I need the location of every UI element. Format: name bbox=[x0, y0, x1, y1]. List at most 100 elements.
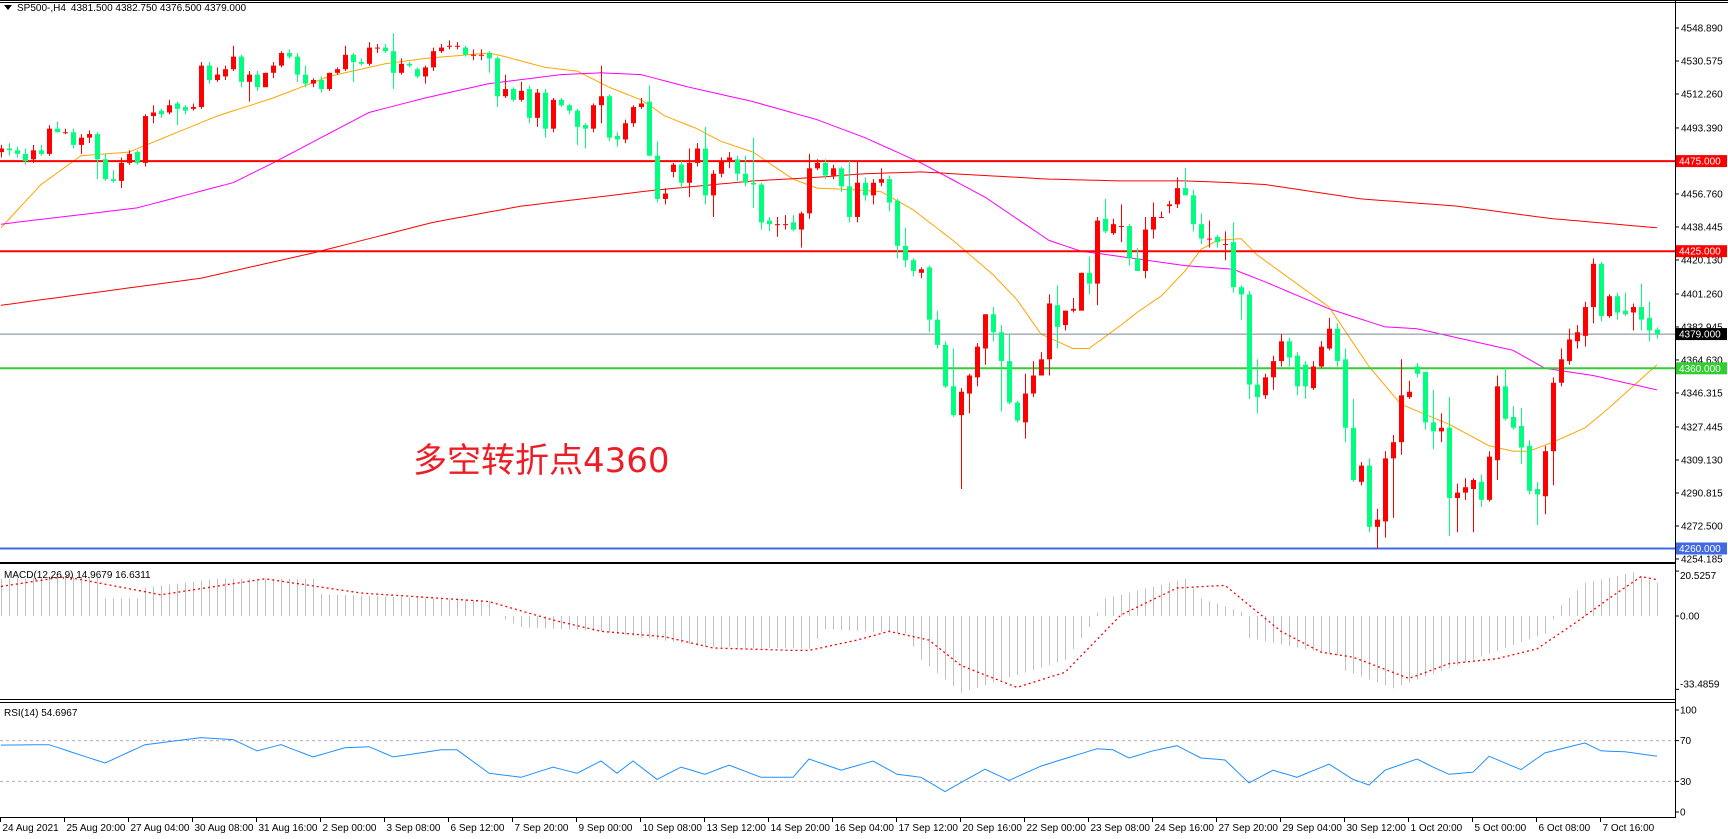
candle bbox=[583, 123, 588, 149]
candle-body bbox=[1615, 296, 1620, 313]
candle-body bbox=[967, 375, 972, 394]
candle-body bbox=[607, 96, 612, 138]
candle bbox=[295, 52, 300, 82]
candle bbox=[767, 216, 772, 232]
macd-axis-label: 0.00 bbox=[1680, 612, 1700, 623]
candle-body bbox=[655, 155, 660, 199]
pivot-annotation: 多空转折点4360 bbox=[413, 441, 670, 481]
candle bbox=[383, 43, 388, 53]
candle-body bbox=[319, 80, 324, 90]
candle bbox=[743, 155, 748, 187]
candle-body bbox=[703, 148, 708, 196]
candle bbox=[63, 128, 68, 135]
candle-body bbox=[1071, 308, 1076, 311]
candle bbox=[1199, 213, 1204, 244]
macd-axis-label: 20.5257 bbox=[1680, 571, 1717, 582]
candle-body bbox=[783, 224, 788, 226]
candle bbox=[839, 166, 844, 192]
candle bbox=[1127, 224, 1132, 266]
candle bbox=[1551, 377, 1556, 486]
chart-menu-triangle-icon[interactable] bbox=[4, 5, 12, 10]
time-tick-label: 27 Aug 04:00 bbox=[131, 823, 190, 834]
candle bbox=[575, 108, 580, 145]
candle bbox=[175, 101, 180, 126]
candle bbox=[1471, 478, 1476, 533]
candle bbox=[543, 89, 548, 138]
candle-body bbox=[1519, 425, 1524, 448]
candle bbox=[671, 162, 676, 178]
candle bbox=[31, 144, 36, 163]
candle bbox=[1231, 222, 1236, 293]
candle-body bbox=[455, 45, 460, 47]
candle-body bbox=[1463, 487, 1468, 493]
candle bbox=[47, 125, 52, 156]
ohlc-readout: 4381.500 4382.750 4376.500 4379.000 bbox=[70, 3, 247, 14]
candle bbox=[1511, 406, 1516, 430]
candle bbox=[1143, 216, 1148, 279]
current-price-label: 4379.000 bbox=[1679, 330, 1721, 341]
candle bbox=[55, 121, 60, 133]
candle-body bbox=[207, 65, 212, 81]
candle bbox=[703, 126, 708, 205]
candle bbox=[775, 216, 780, 237]
candle bbox=[15, 146, 20, 158]
candle-body bbox=[335, 69, 340, 73]
candle-body bbox=[1391, 442, 1396, 459]
candle-body bbox=[1127, 225, 1132, 259]
candle-body bbox=[551, 99, 556, 129]
candle-body bbox=[31, 150, 36, 160]
candle-body bbox=[567, 105, 572, 111]
candle-body bbox=[687, 162, 692, 183]
candle-body bbox=[447, 45, 452, 47]
candle-body bbox=[383, 47, 388, 52]
candle bbox=[1351, 398, 1356, 482]
candle-body bbox=[1527, 445, 1532, 491]
time-tick-label: 23 Sep 08:00 bbox=[1091, 823, 1151, 834]
candle bbox=[1503, 368, 1508, 421]
candle bbox=[735, 155, 740, 181]
candle bbox=[159, 108, 164, 118]
candle bbox=[1631, 303, 1636, 331]
candle-body bbox=[983, 314, 988, 349]
candle bbox=[1527, 440, 1532, 495]
candle bbox=[1159, 211, 1164, 218]
candle bbox=[0, 144, 4, 158]
candle-body bbox=[911, 260, 916, 272]
candle-body bbox=[711, 173, 716, 196]
candle bbox=[127, 150, 132, 165]
candle bbox=[711, 170, 716, 217]
candle bbox=[79, 134, 84, 154]
candle bbox=[1623, 292, 1628, 317]
time-tick-label: 1 Oct 20:00 bbox=[1411, 823, 1463, 834]
candle-body bbox=[519, 90, 524, 100]
candle bbox=[1103, 198, 1108, 234]
candle bbox=[1263, 373, 1268, 399]
candle bbox=[607, 94, 612, 142]
candle-body bbox=[1647, 317, 1652, 331]
candle bbox=[1055, 285, 1060, 349]
candle-body bbox=[767, 220, 772, 225]
candle-body bbox=[367, 47, 372, 64]
candle bbox=[199, 62, 204, 109]
chart-header: SP500-,H4 4381.500 4382.750 4376.500 4379… bbox=[4, 3, 251, 14]
candle bbox=[407, 62, 412, 68]
candle-body bbox=[1487, 456, 1492, 500]
candle bbox=[567, 103, 572, 115]
candle bbox=[1271, 355, 1276, 390]
level-price-label: 4475.000 bbox=[1679, 157, 1721, 168]
price-tick-label: 4364.630 bbox=[1681, 355, 1723, 366]
candle-body bbox=[855, 182, 860, 217]
candle-body bbox=[1167, 204, 1172, 207]
candle-body bbox=[1423, 371, 1428, 423]
candle-body bbox=[1303, 364, 1308, 387]
candle bbox=[647, 85, 652, 156]
candle-body bbox=[1175, 188, 1180, 205]
candle-body bbox=[639, 103, 644, 108]
candle-body bbox=[807, 168, 812, 214]
candle bbox=[1647, 301, 1652, 342]
candle-body bbox=[895, 200, 900, 246]
candle bbox=[727, 152, 732, 169]
candle bbox=[719, 157, 724, 178]
candle bbox=[687, 148, 692, 198]
